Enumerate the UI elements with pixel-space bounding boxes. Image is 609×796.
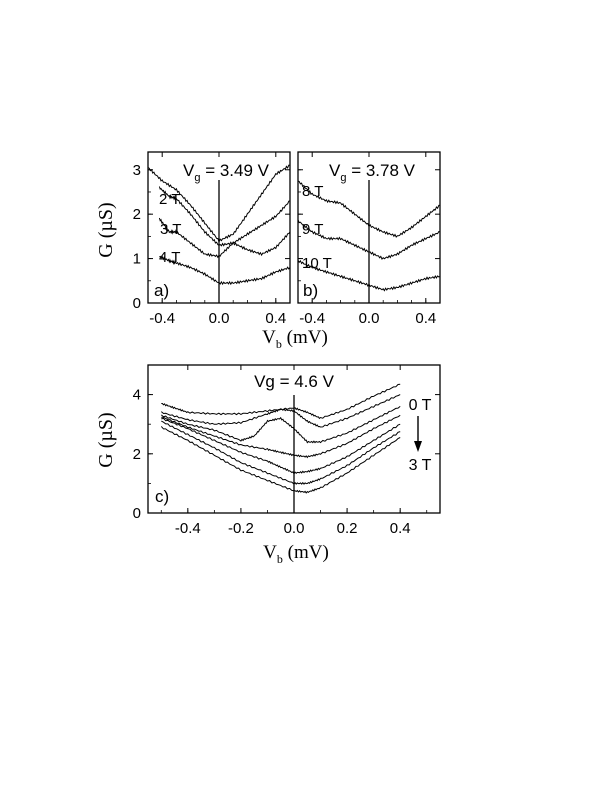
x-tick-label: 0.4 xyxy=(390,520,411,537)
panel-label: c) xyxy=(155,487,169,506)
series-line xyxy=(297,259,441,292)
panel-a: -0.4 0.0 0.4 0 1 2 3 2 T 3 T 4 T Vg = 3.49 V a) xyxy=(133,151,291,327)
series-line xyxy=(160,394,401,428)
series-label: 8 T xyxy=(302,183,323,200)
top-x-axis-label: Vb (mV) xyxy=(262,327,328,351)
field-arrow-head xyxy=(414,441,422,452)
x-tick-label: 0.0 xyxy=(284,520,305,537)
series-line xyxy=(158,217,291,259)
series-line xyxy=(159,255,291,286)
x-tick-label: -0.2 xyxy=(228,520,254,537)
panel-title: Vg = 3.49 V xyxy=(183,161,270,184)
series-line xyxy=(158,186,291,247)
series-label: 2 T xyxy=(159,191,180,208)
series-line xyxy=(147,164,291,244)
x-tick-label: 0.0 xyxy=(359,310,380,327)
x-tick-label: 0.4 xyxy=(265,310,286,327)
series-line xyxy=(161,417,401,475)
series-label: 3 T xyxy=(160,221,181,238)
series-line xyxy=(161,420,401,485)
panel-label: a) xyxy=(154,281,169,300)
top-y-axis-label: G (µS) xyxy=(95,202,117,257)
x-tick-label: -0.4 xyxy=(175,520,201,537)
series-line xyxy=(297,180,441,238)
x-tick-label: -0.4 xyxy=(299,310,325,327)
y-tick-label: 2 xyxy=(133,206,141,223)
y-tick-label: 0 xyxy=(133,505,141,522)
x-tick-label: 0.4 xyxy=(415,310,436,327)
panel-title: Vg = 4.6 V xyxy=(254,372,335,391)
series-line xyxy=(160,426,401,494)
y-tick-label: 1 xyxy=(133,251,141,268)
y-tick-label: 4 xyxy=(133,387,141,404)
x-tick-label: -0.4 xyxy=(149,310,175,327)
x-tick-label: 0.2 xyxy=(337,520,358,537)
y-tick-label: 0 xyxy=(133,295,141,312)
series-line xyxy=(161,414,401,459)
series-label: 4 T xyxy=(159,249,180,266)
series-line xyxy=(160,406,401,444)
series-label: 9 T xyxy=(302,221,323,238)
bottom-y-axis-label: G (µS) xyxy=(95,412,117,467)
panel-b: -0.4 0.0 0.4 8 T 9 T 10 T Vg = 3.78 V b) xyxy=(297,151,441,327)
series-line xyxy=(297,219,441,261)
bottom-x-axis-label: Vb (mV) xyxy=(263,542,329,566)
y-tick-label: 2 xyxy=(133,446,141,463)
series-label: 10 T xyxy=(302,255,332,272)
x-tick-label: 0.0 xyxy=(209,310,230,327)
panel-title: Vg = 3.78 V xyxy=(329,161,416,184)
arrow-top-label: 0 T xyxy=(409,397,432,414)
panel-label: b) xyxy=(303,281,318,300)
panel-c: -0.4 -0.2 0.0 0.2 0.4 0 2 4 Vg = 4.6 V c) xyxy=(133,364,441,537)
y-tick-label: 3 xyxy=(133,162,141,179)
series-line xyxy=(161,383,401,420)
arrow-bottom-label: 3 T xyxy=(409,457,432,474)
